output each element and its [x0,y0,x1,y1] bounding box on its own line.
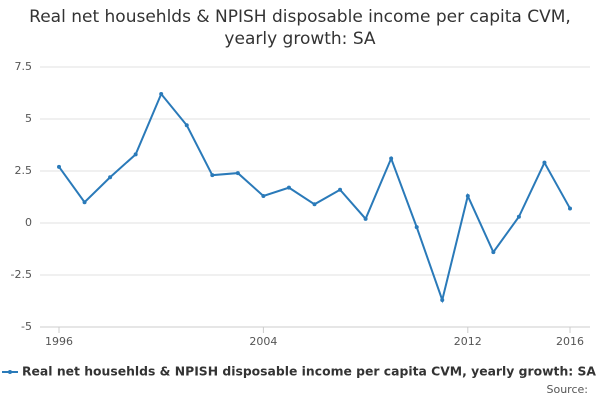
point [312,202,317,207]
point [159,92,164,97]
point [82,200,87,205]
legend-label: Real net househlds & NPISH disposable in… [22,364,596,379]
point [108,175,113,180]
point [440,297,445,302]
point [210,173,215,178]
x-tick-label: 2016 [556,335,584,348]
x-tick-label: 2012 [454,335,482,348]
y-tick-label: 5 [25,112,32,125]
point [133,152,138,157]
point [414,225,419,230]
point [491,250,496,255]
point [568,206,572,211]
point [516,214,521,219]
y-tick-label: -2.5 [11,268,32,281]
y-tick-label: 7.5 [15,60,33,73]
y-tick-label: 2.5 [15,164,33,177]
point [286,185,291,190]
point [57,164,61,169]
chart-title: Real net househlds & NPISH disposable in… [29,7,571,49]
y-tick-label: -5 [21,320,32,333]
point [338,187,343,192]
point [465,193,470,198]
point [184,123,189,128]
point [261,193,266,198]
point [389,156,394,161]
x-tick-label: 1996 [45,335,73,348]
x-tick-label: 2004 [249,335,277,348]
legend-marker [8,370,12,374]
series-line [58,92,571,304]
point [235,171,240,176]
y-tick-label: 0 [25,216,32,229]
source-label: Source: [547,383,589,396]
point [542,160,547,165]
point [363,216,368,221]
